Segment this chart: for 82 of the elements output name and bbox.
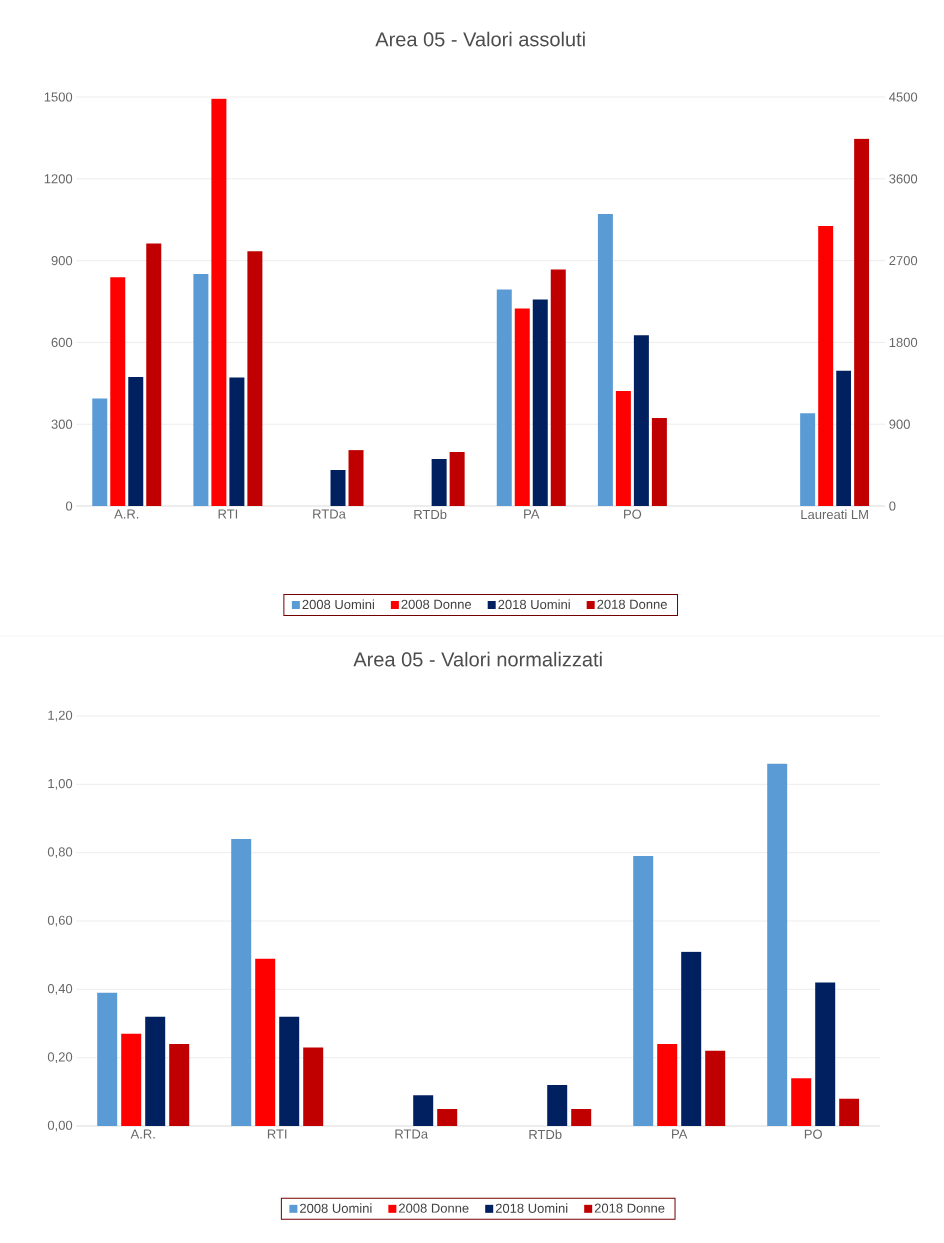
- bar: [571, 1108, 592, 1127]
- bar: [330, 470, 346, 507]
- y-tick-label: 1200: [44, 174, 72, 184]
- bar: [449, 452, 465, 507]
- x-tick-label: PO: [623, 509, 641, 519]
- legend-label: 2008 Donne: [401, 599, 471, 609]
- y2-tick-label: 4500: [888, 92, 917, 102]
- bar: [348, 450, 364, 507]
- legend-label: 2018 Donne: [597, 599, 667, 609]
- bar: [128, 377, 144, 507]
- bar: [550, 269, 566, 507]
- bar: [92, 398, 108, 507]
- x-tick-label: RTDa: [395, 1129, 428, 1139]
- bar: [255, 958, 276, 1127]
- y-tick-label: 0,80: [47, 847, 72, 859]
- y-tick-label: 0,40: [47, 983, 72, 995]
- y-tick-label: 0,00: [47, 1120, 72, 1132]
- y2-tick-label: 2700: [889, 256, 917, 266]
- x-tick-label: RTI: [218, 509, 237, 519]
- x-tick-label: A.R.: [113, 509, 139, 519]
- y2-tick-label: 1800: [889, 337, 917, 348]
- chart-title: Area 05 - Valori assoluti: [375, 31, 585, 47]
- y2-tick-label: 0: [889, 501, 896, 511]
- legend-label: 2008 Uomini: [302, 599, 374, 610]
- y-tick-label: 0: [65, 501, 72, 511]
- legend-label: 2018 Donne: [594, 1203, 665, 1213]
- bar: [705, 1050, 726, 1127]
- y2-tick-label: 3600: [889, 174, 917, 184]
- bar: [247, 251, 263, 507]
- y-tick-label: 600: [51, 337, 72, 348]
- bar: [651, 417, 667, 507]
- bar: [514, 308, 530, 507]
- x-tick-label: PA: [671, 1129, 688, 1139]
- bar: [121, 1033, 142, 1127]
- bar: [146, 243, 162, 507]
- bar: [597, 213, 613, 507]
- bar: [815, 982, 836, 1127]
- bar: [532, 299, 548, 507]
- legend-label: 2018 Uomini: [495, 1203, 568, 1213]
- x-tick-label: PO: [804, 1129, 822, 1139]
- bar: [211, 98, 227, 507]
- y-tick-label: 1,20: [48, 710, 72, 722]
- bar: [231, 839, 252, 1127]
- x-tick-label: RTI: [267, 1129, 287, 1139]
- y-tick-label: 0,60: [47, 915, 72, 927]
- bar: [437, 1108, 458, 1127]
- bar: [279, 1016, 300, 1127]
- bar: [547, 1085, 568, 1127]
- y-tick-label: 1500: [44, 92, 72, 102]
- x-tick-label: Laureati LM: [801, 509, 868, 520]
- y-tick-label: 300: [51, 419, 72, 429]
- bar: [767, 763, 788, 1127]
- bar: [657, 1044, 678, 1127]
- bar: [413, 1095, 434, 1127]
- x-tick-label: RTDa: [313, 509, 346, 519]
- bar: [229, 377, 245, 507]
- y2-tick-label: 900: [889, 419, 910, 429]
- bar: [791, 1078, 812, 1127]
- bar: [615, 390, 631, 507]
- y-tick-label: 900: [51, 256, 72, 266]
- legend-label: 2008 Uomini: [299, 1203, 372, 1213]
- bar: [169, 1044, 190, 1127]
- x-tick-label: RTDb: [414, 509, 447, 520]
- x-tick-label: RTDb: [529, 1129, 562, 1140]
- chart-title: Area 05 - Valori normalizzati: [353, 651, 602, 667]
- bar: [633, 856, 654, 1127]
- bar: [145, 1016, 166, 1127]
- y-tick-label: 0,20: [47, 1052, 72, 1064]
- bar: [496, 289, 512, 507]
- bar: [431, 459, 447, 507]
- bar: [839, 1098, 860, 1127]
- bar: [633, 335, 649, 507]
- x-tick-label: A.R.: [130, 1129, 155, 1139]
- bar: [681, 951, 702, 1127]
- bar: [97, 992, 118, 1127]
- bar: [110, 277, 126, 507]
- x-tick-label: PA: [523, 509, 540, 519]
- legend-label: 2008 Donne: [398, 1203, 469, 1213]
- legend-label: 2018 Uomini: [498, 599, 570, 610]
- y-tick-label: 1,00: [48, 778, 72, 790]
- bar: [193, 273, 209, 507]
- bar: [303, 1047, 324, 1127]
